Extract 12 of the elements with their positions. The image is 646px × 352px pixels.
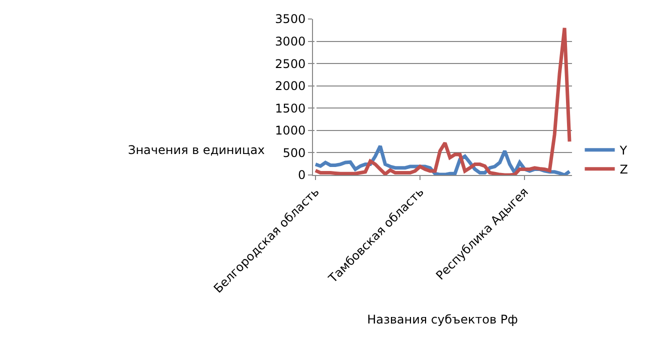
- y-tick-label: 0: [298, 168, 306, 182]
- y-axis-title: Значения в единицах: [128, 143, 265, 157]
- y-tick-label: 2500: [275, 56, 306, 71]
- y-tick-label: 3000: [275, 34, 306, 48]
- legend-label: Z: [620, 162, 628, 177]
- y-tick-label: 500: [282, 146, 306, 160]
- y-tick-label: 1000: [275, 124, 306, 138]
- y-tick-label: 1500: [275, 101, 306, 116]
- x-axis-title: Названия субъектов Рф: [367, 312, 518, 327]
- legend-label: Y: [618, 144, 628, 158]
- y-tick-label: 3500: [275, 12, 306, 26]
- y-tick-label: 2000: [275, 79, 306, 94]
